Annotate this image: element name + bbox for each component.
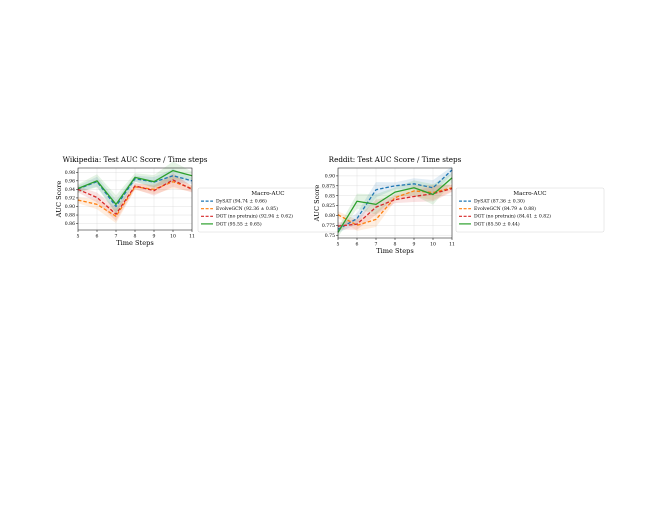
wikipedia-chart: Wikipedia: Test AUC Score / Time steps 5 6… [55, 155, 339, 247]
y-tick-label: 0.92 [65, 196, 75, 202]
y-tick-label: 0.80 [325, 213, 335, 219]
series-line-dgt [337, 177, 453, 233]
chart-title: Wikipedia: Test AUC Score / Time steps [63, 155, 208, 164]
x-tick-label: 6 [96, 234, 99, 240]
grid [77, 168, 193, 230]
legend-label-dgt-no-pretrain: DGT (no pretrain) (92.94 ± 0.62) [216, 213, 293, 220]
y-tick-label: 0.875 [322, 183, 335, 189]
series-line-dgt [77, 169, 193, 205]
x-tick-label: 7 [375, 242, 378, 248]
band-evolvegcn [338, 184, 452, 231]
band-dgt [78, 161, 192, 214]
legend-label-dysat: DySAT (87.36 ± 0.30) [474, 198, 525, 205]
legend-label-dgt: DGT (95.55 ± 0.65) [216, 220, 262, 227]
y-tick-label: 0.825 [322, 203, 335, 209]
y-tick-label: 0.90 [65, 204, 75, 210]
legend-label-dgt-no-pretrain: DGT (no pretrain) (84.41 ± 0.82) [474, 213, 551, 220]
reddit-chart: Reddit: Test AUC Score / Time steps 5 6 7 8 9… [313, 155, 605, 255]
x-axis-label: Time Steps [116, 239, 154, 247]
x-tick-label: 10 [170, 234, 176, 240]
y-tick-label: 0.96 [65, 178, 75, 184]
legend-label-dgt: DGT (85.50 ± 0.44) [474, 220, 520, 227]
x-tick-label: 7 [115, 234, 118, 240]
band-evolvegcn [78, 174, 192, 224]
y-tick-label: 0.88 [65, 213, 75, 219]
y-axis-label: AUC Score [55, 181, 63, 219]
x-tick-label: 8 [134, 234, 137, 240]
legend-title: Macro-AUC [251, 191, 284, 197]
series-line-dysat [77, 175, 193, 208]
legend-label-evolvegcn: EvolveGCN (92.36 ± 0.85) [216, 205, 278, 212]
y-tick-label: 0.75 [325, 233, 335, 239]
legend-box [455, 187, 605, 233]
x-tick-label: 8 [394, 242, 397, 248]
x-tick-label: 5 [337, 242, 340, 248]
x-tick-label: 10 [430, 242, 436, 248]
y-tick-label: 0.98 [65, 170, 75, 176]
legend-title: Macro-AUC [513, 191, 546, 197]
y-axis-label: AUC Score [313, 185, 321, 223]
chart-title: Reddit: Test AUC Score / Time steps [329, 155, 462, 164]
x-axis-label: Time Steps [376, 247, 414, 255]
band-dysat [78, 168, 192, 214]
x-tick-label: 5 [77, 234, 80, 240]
y-tick-label: 0.90 [325, 174, 335, 180]
x-tick-label: 6 [356, 242, 359, 248]
x-tick-label: 9 [413, 242, 416, 248]
x-tick-label: 11 [189, 234, 195, 240]
legend-label-evolvegcn: EvolveGCN (84.79 ± 0.88) [474, 205, 536, 212]
band-dysat [338, 166, 452, 233]
y-tick-label: 0.85 [325, 193, 335, 199]
y-tick-label: 0.94 [65, 187, 75, 193]
band-dgt-no-pretrain [338, 185, 452, 230]
band-dgt [338, 173, 452, 238]
y-tick-label: 0.86 [65, 221, 75, 227]
x-tick-label: 9 [153, 234, 156, 240]
y-tick-label: 0.775 [322, 223, 335, 229]
legend-label-dysat: DySAT (94.74 ± 0.66) [216, 198, 267, 205]
series-line-dgt-no-pretrain [337, 187, 453, 227]
x-tick-label: 11 [449, 242, 455, 248]
series-line-dgt-no-pretrain [77, 179, 193, 215]
